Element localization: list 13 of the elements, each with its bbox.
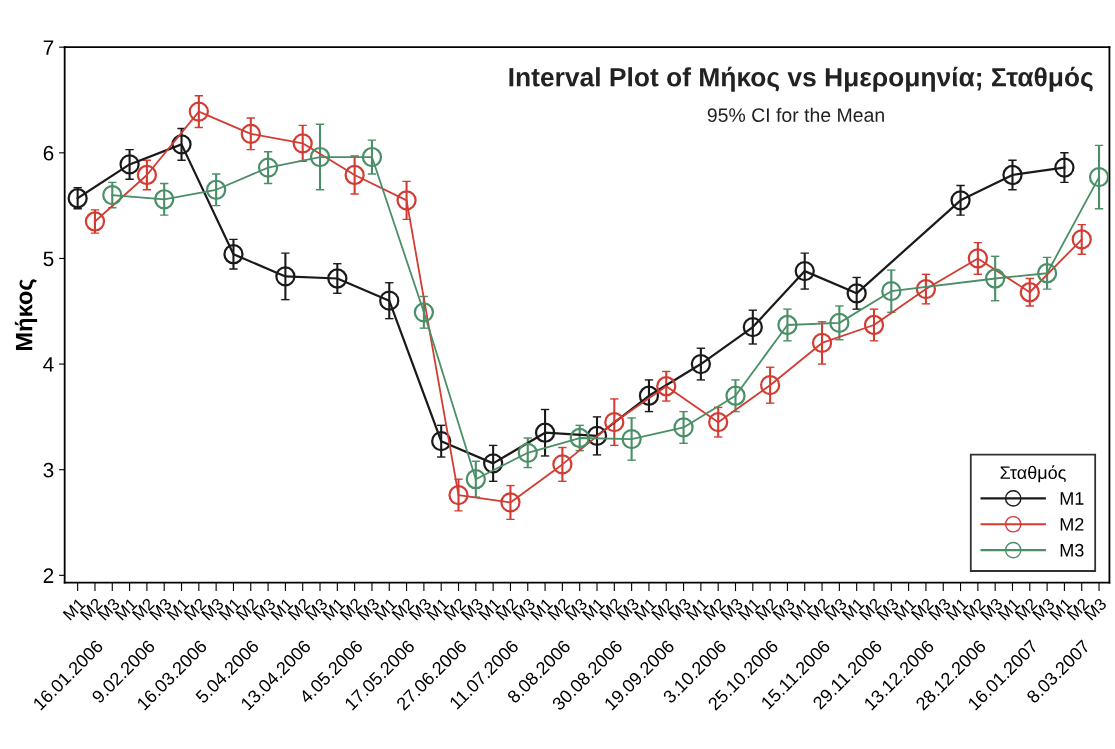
y-tick-label: 6 [43, 145, 54, 161]
legend-label: M2 [1060, 517, 1084, 531]
legend-label: M1 [1060, 492, 1084, 505]
y-tick-label: 5 [43, 251, 54, 267]
text: 95% CI for the Mean [707, 107, 884, 123]
y-tick-label: 3 [43, 462, 54, 478]
legend-title: Σταθμός [1000, 465, 1066, 483]
legend-label: M3 [1060, 543, 1084, 557]
text: Interval Plot of Μήκος vs Ημερομηνία; Σταθμός [509, 66, 1093, 92]
y-tick-label: 2 [43, 568, 54, 583]
y-axis-title: Μήκος [14, 279, 38, 350]
y-tick-label: 7 [43, 40, 54, 55]
y-tick-label: 4 [43, 357, 54, 372]
